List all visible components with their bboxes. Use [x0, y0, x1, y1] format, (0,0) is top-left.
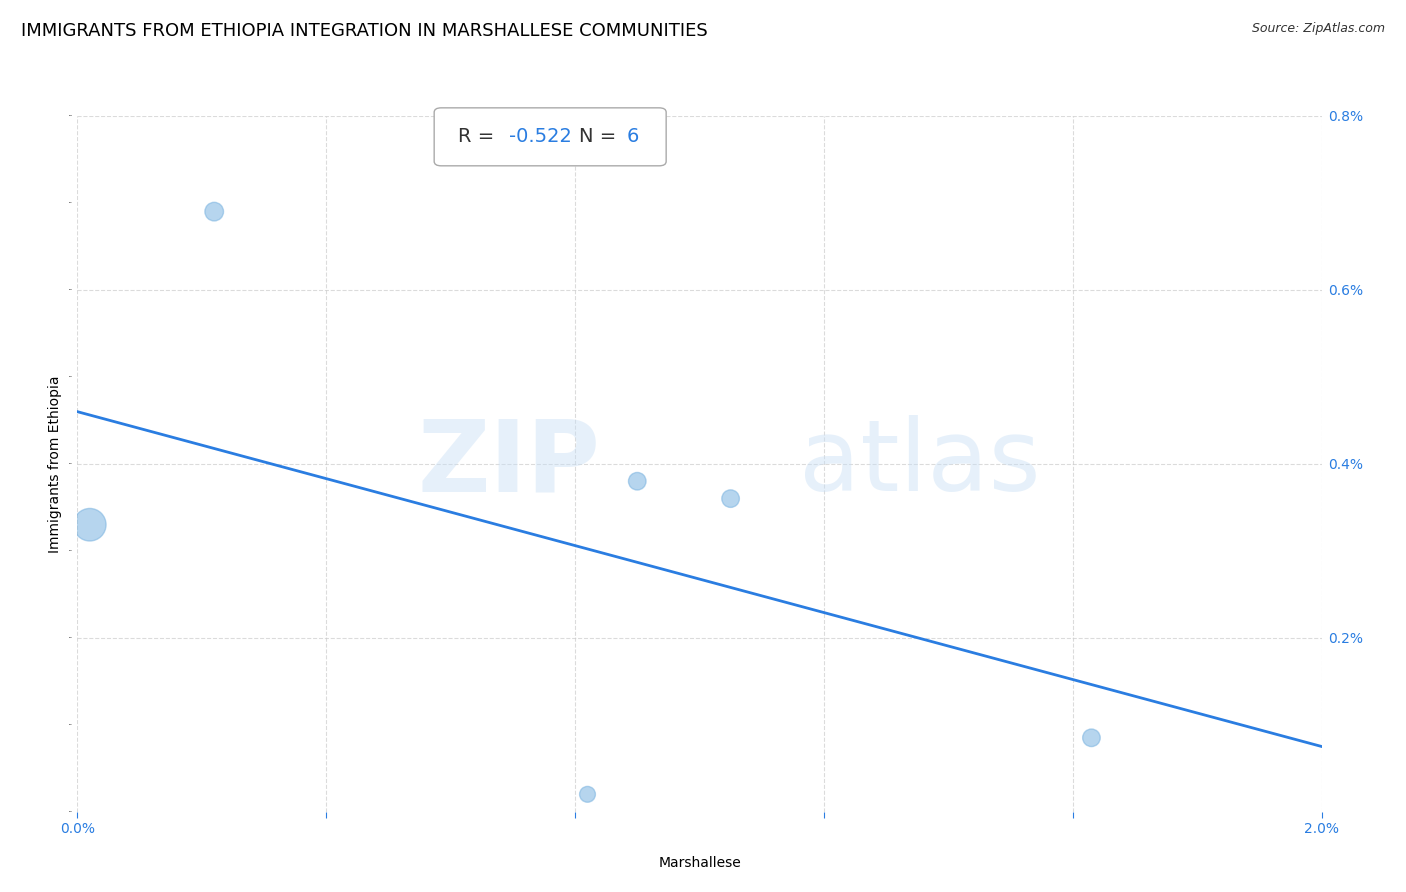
Text: R =: R =	[458, 128, 501, 146]
Text: Marshallese: Marshallese	[659, 855, 741, 870]
Text: IMMIGRANTS FROM ETHIOPIA INTEGRATION IN MARSHALLESE COMMUNITIES: IMMIGRANTS FROM ETHIOPIA INTEGRATION IN …	[21, 22, 707, 40]
Text: 6: 6	[627, 128, 640, 146]
Point	[720, 491, 742, 506]
Text: Source: ZipAtlas.com: Source: ZipAtlas.com	[1251, 22, 1385, 36]
Text: N =: N =	[579, 128, 623, 146]
Point	[202, 204, 225, 219]
Text: ZIP: ZIP	[418, 416, 600, 512]
Point	[1080, 731, 1102, 745]
Text: -0.522: -0.522	[509, 128, 572, 146]
Point	[79, 517, 101, 532]
Point	[576, 788, 599, 801]
Y-axis label: Immigrants from Ethiopia: Immigrants from Ethiopia	[48, 376, 62, 552]
Text: atlas: atlas	[799, 416, 1040, 512]
Point	[626, 475, 648, 489]
